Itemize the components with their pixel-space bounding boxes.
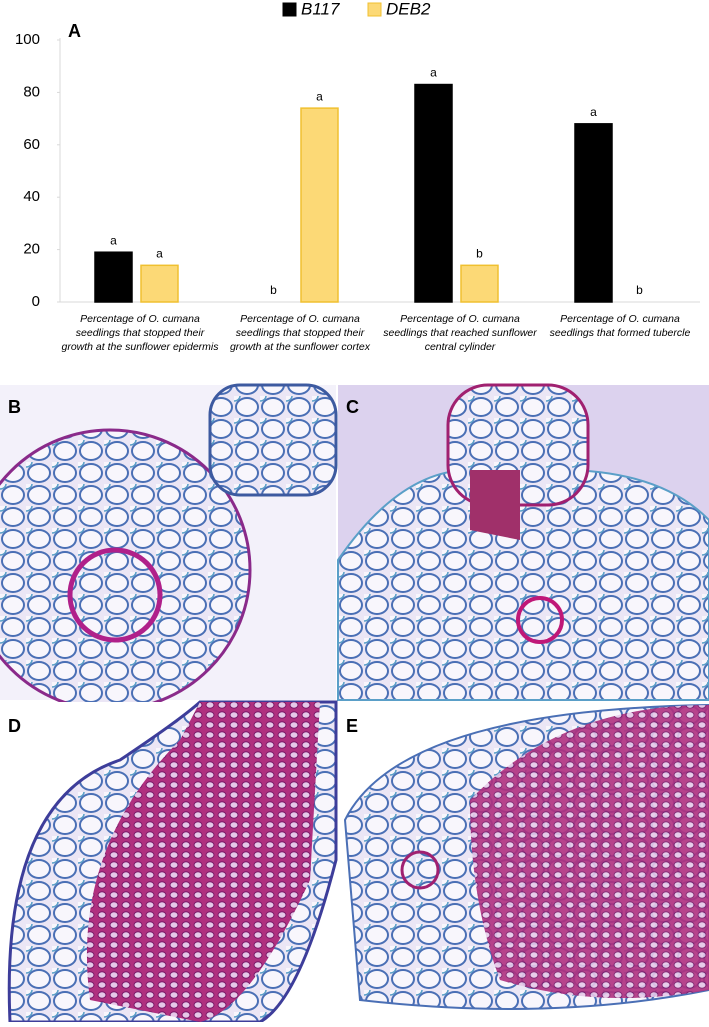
bar (414, 83, 453, 303)
x-tick-label-box: Percentage of O. cumana seedlings that s… (229, 313, 371, 353)
x-tick-label-box: Percentage of O. cumana seedlings that s… (61, 313, 219, 353)
micrograph (0, 700, 338, 1024)
x-tick-label-box: Percentage of O. cumana seedlings that f… (549, 313, 691, 339)
x-tick-label-box: Percentage of O. cumana seedlings that r… (383, 313, 537, 353)
legend-swatch (282, 2, 297, 17)
y-tick-label: 20 (23, 241, 40, 258)
bar (460, 264, 499, 303)
y-tick-label: 80 (23, 83, 40, 100)
panel-label: E (346, 716, 358, 736)
legend-swatch (367, 2, 382, 17)
x-tick-label: Percentage of O. cumana seedlings that s… (229, 313, 371, 353)
panel-label: C (346, 397, 359, 417)
micrograph (338, 702, 709, 1022)
y-tick-label: 0 (32, 293, 40, 310)
legend-label: DEB2 (386, 0, 431, 18)
bar (140, 264, 179, 303)
y-tick-label: 60 (23, 136, 40, 153)
bar (574, 123, 613, 303)
significance-letter: b (636, 283, 643, 297)
legend-label: B117 (301, 0, 340, 18)
significance-letter: b (270, 283, 277, 297)
significance-letter: a (156, 246, 163, 260)
y-tick-label: 40 (23, 188, 40, 205)
significance-letter: a (590, 105, 597, 119)
micrograph (337, 383, 709, 701)
panel-label: A (68, 21, 81, 41)
panel-label: B (8, 397, 21, 417)
micrographs (0, 383, 709, 1024)
significance-letter: a (316, 89, 323, 103)
significance-letter: b (476, 246, 483, 260)
significance-letter: a (430, 66, 437, 80)
panel-label: D (8, 716, 21, 736)
micrograph (0, 383, 338, 712)
x-tick-label: Percentage of O. cumana seedlings that r… (383, 313, 537, 353)
bar (300, 107, 339, 303)
bar (94, 251, 133, 303)
y-tick-label: 100 (15, 31, 40, 48)
significance-letter: a (110, 233, 117, 247)
x-tick-label: Percentage of O. cumana seedlings that s… (61, 313, 219, 353)
x-tick-label: Percentage of O. cumana seedlings that f… (549, 313, 691, 339)
